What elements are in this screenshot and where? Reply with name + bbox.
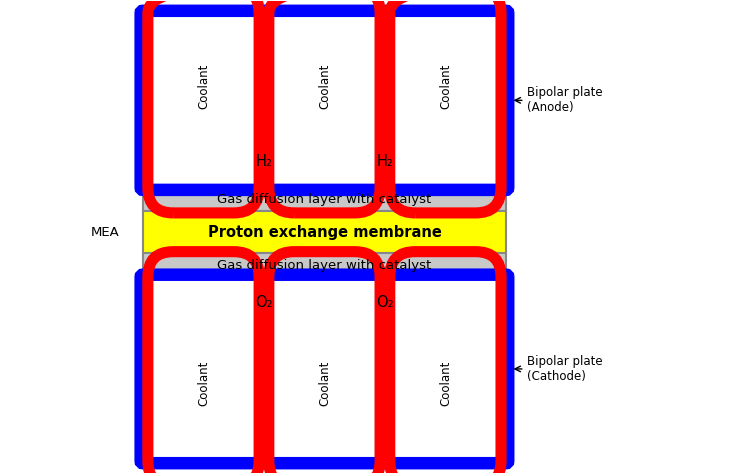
Text: Gas diffusion layer with catalyst: Gas diffusion layer with catalyst: [217, 259, 432, 272]
Text: H₂: H₂: [256, 154, 273, 169]
Text: Coolant: Coolant: [439, 360, 452, 406]
Text: MEA: MEA: [91, 226, 120, 239]
Text: Proton exchange membrane: Proton exchange membrane: [208, 225, 441, 240]
Text: Coolant: Coolant: [318, 360, 331, 406]
Text: Bipolar plate
(Cathode): Bipolar plate (Cathode): [527, 355, 603, 383]
Text: Bipolar plate
(Anode): Bipolar plate (Anode): [527, 86, 603, 114]
Text: Coolant: Coolant: [318, 64, 331, 109]
Text: Gas diffusion layer with catalyst: Gas diffusion layer with catalyst: [217, 193, 432, 206]
Text: O₂: O₂: [376, 295, 394, 310]
Text: Coolant: Coolant: [197, 64, 210, 109]
Text: O₂: O₂: [255, 295, 273, 310]
Text: Coolant: Coolant: [439, 64, 452, 109]
FancyBboxPatch shape: [143, 188, 506, 211]
Text: H₂: H₂: [376, 154, 394, 169]
FancyBboxPatch shape: [143, 211, 506, 254]
FancyBboxPatch shape: [143, 254, 506, 277]
Text: Coolant: Coolant: [197, 360, 210, 406]
